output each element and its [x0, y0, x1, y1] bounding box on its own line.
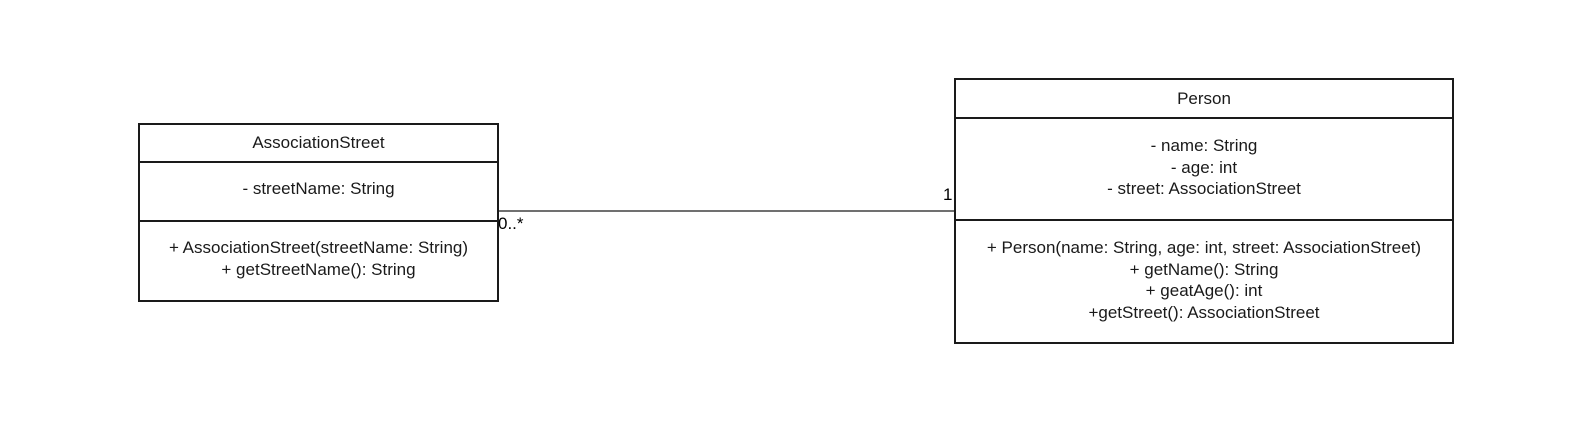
method: + Person(name: String, age: int, street:… [986, 238, 1422, 257]
attributes-section: - streetName: String [140, 161, 497, 220]
methods-section: + Person(name: String, age: int, street:… [956, 219, 1452, 342]
methods-section: + AssociationStreet(streetName: String) … [140, 220, 497, 300]
attribute: - street: AssociationStreet [1107, 179, 1301, 198]
class-name-section: AssociationStreet [140, 125, 497, 161]
multiplicity-label-street: 0..* [498, 214, 524, 233]
class-name-section: Person [956, 80, 1452, 117]
class-person[interactable]: Person - name: String - age: int - stree… [954, 78, 1454, 344]
method: + geatAge(): int [1145, 281, 1263, 300]
attribute: - name: String [1150, 136, 1258, 155]
method: + AssociationStreet(streetName: String) [168, 238, 469, 257]
method: +getStreet(): AssociationStreet [1088, 302, 1320, 322]
class-name: Person [1177, 88, 1231, 108]
method: + getName(): String [1129, 259, 1279, 279]
class-name: AssociationStreet [252, 133, 385, 153]
class-association-street[interactable]: AssociationStreet - streetName: String +… [138, 123, 499, 302]
attribute: - streetName: String [242, 179, 395, 198]
multiplicity-label-person: 1 [943, 185, 953, 204]
attributes-section: - name: String - age: int - street: Asso… [956, 117, 1452, 219]
method: + getStreetName(): String [221, 259, 416, 279]
attribute: - age: int [1170, 157, 1238, 177]
